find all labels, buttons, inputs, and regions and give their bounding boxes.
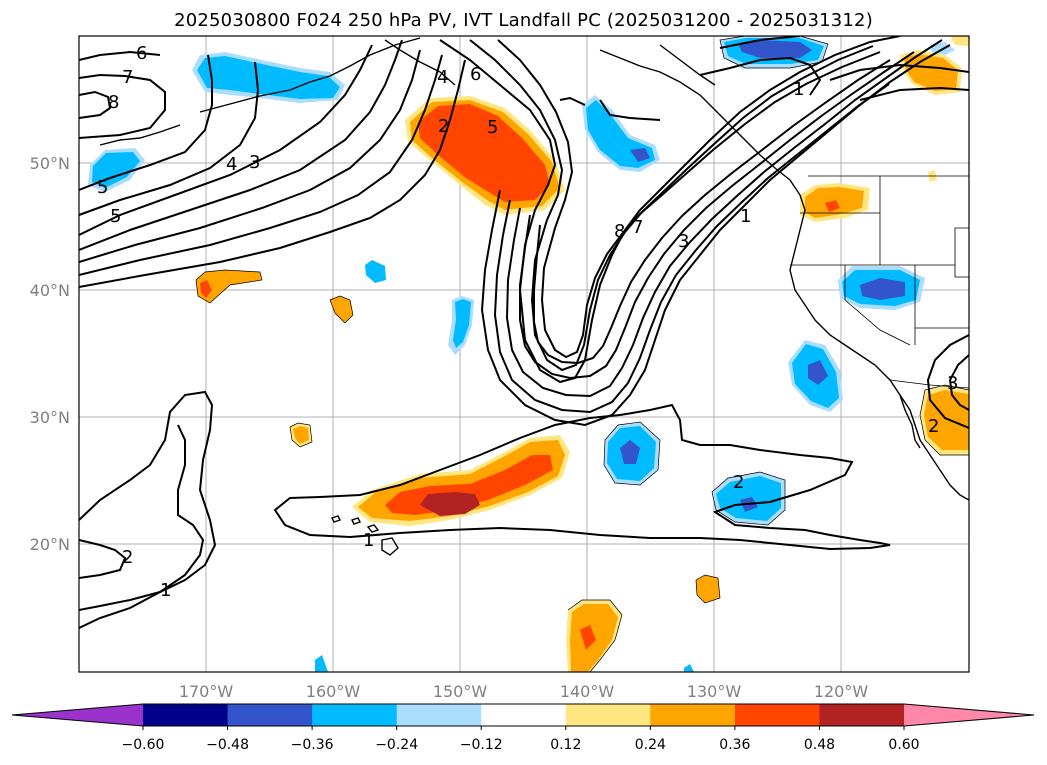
colorbar-tick-label: 0.60 [888,737,919,753]
lon-label-140w: 140°W [560,682,615,701]
colorbar-tick-label: 0.36 [719,737,750,753]
contour-label: 6 [470,64,481,85]
contour-label: 3 [678,231,689,252]
lat-label-40: 40°N [30,281,70,300]
contour-label: 5 [97,177,108,198]
lat-label-50: 50°N [30,154,70,173]
contour-label: 4 [226,154,237,175]
colorbar-tick-label: −0.48 [206,737,249,753]
map-title: 2025030800 F024 250 hPa PV, IVT Landfall… [174,10,873,31]
contour-label: 1 [740,206,751,227]
map-frame [78,35,970,673]
lon-label-150w: 150°W [433,682,488,701]
contour-label: 4 [437,67,448,88]
contour-label: 6 [136,43,147,64]
contour-label: 1 [160,580,171,601]
lon-label-160w: 160°W [306,682,361,701]
colorbar-swatch [650,704,736,726]
colorbar-extend-high [904,704,1034,726]
lon-label-130w: 130°W [687,682,742,701]
pv-contours [79,36,969,629]
contour-label: 5 [487,117,498,138]
contour-label: 2 [438,116,449,137]
latitude-labels: 50°N 40°N 30°N 20°N [30,154,70,554]
contour-label: 7 [122,67,133,88]
colorbar-tick-label: −0.24 [375,737,418,753]
contour-label: 8 [614,221,625,242]
colorbar-swatch [396,704,482,726]
contour-label: 7 [632,217,643,238]
longitude-labels: 170°W 160°W 150°W 140°W 130°W 120°W [179,682,869,701]
lon-label-120w: 120°W [814,682,869,701]
political-borders [790,175,969,389]
contour-label: 5 [110,206,121,227]
contour-label: 2 [733,472,744,493]
colorbar-tick-label: 0.24 [635,737,666,753]
contour-label: 8 [108,92,119,113]
colorbar-swatch [481,704,567,726]
ivt-negative-shading [88,36,955,672]
colorbar-tick-label: −0.60 [122,737,165,753]
contour-labels: 6 7 8 4 3 5 5 2 4 5 6 8 7 3 1 1 2 1 2 1 … [97,43,958,601]
colorbar-tick-label: −0.36 [291,737,334,753]
colorbar-tick-label: 0.12 [550,737,581,753]
colorbar-swatch [143,704,229,726]
colorbar-extend-low [12,704,143,726]
colorbar: −0.60 −0.48 −0.36 −0.24 −0.12 0.12 0.24 0.36 0.4… [11,703,1035,753]
colorbar-swatch [734,704,820,726]
contour-label: 1 [793,79,804,100]
colorbar-tick-label: 0.48 [804,737,835,753]
contour-label: 2 [928,416,939,437]
colorbar-swatch [227,704,313,726]
coastlines [99,37,969,556]
colorbar-swatch [819,704,905,726]
ivt-shade-positive-small [196,270,262,303]
contour-label: 3 [947,373,958,394]
lon-label-170w: 170°W [179,682,234,701]
contour-label: 1 [363,530,374,551]
colorbar-tick-label: −0.12 [460,737,503,753]
contour-label: 3 [249,152,260,173]
lat-label-20: 20°N [30,535,70,554]
colorbar-swatch [565,704,651,726]
contour-label: 2 [122,547,133,568]
colorbar-swatch [312,704,398,726]
lat-label-30: 30°N [30,408,70,427]
